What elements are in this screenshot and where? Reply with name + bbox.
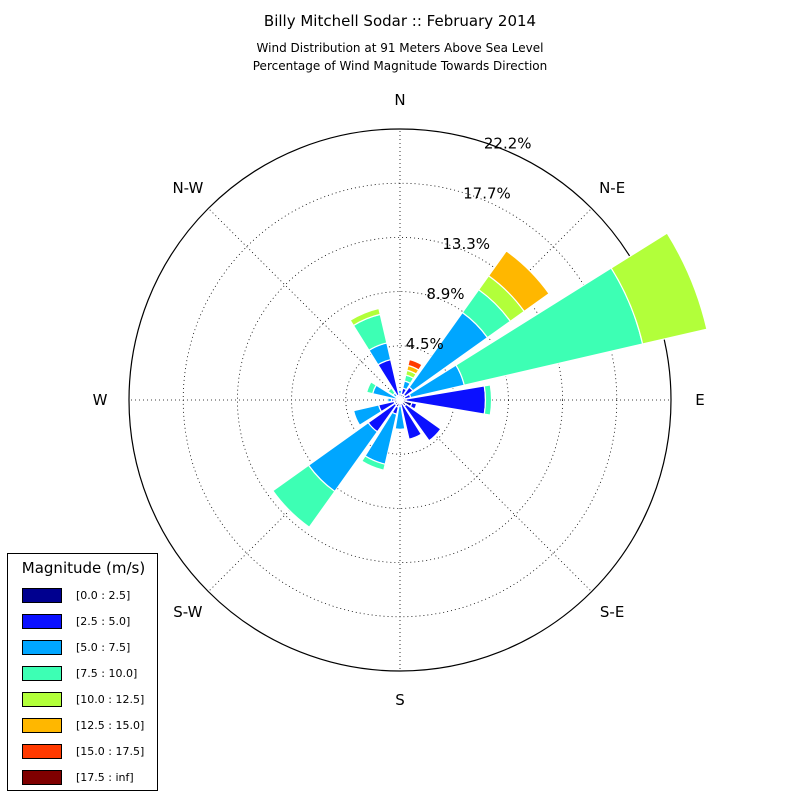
chart-subtitle-line-2: Percentage of Wind Magnitude Towards Dir… [252,59,548,73]
legend-label: [12.5 : 15.0] [76,719,145,732]
wind-bar-segment [394,405,406,430]
radial-tick-label: 13.3% [442,235,490,253]
legend-swatch [22,614,62,629]
wind-bar-segment [271,464,336,529]
direction-label: N [394,91,405,109]
grid-spoke [208,208,401,401]
wind-bar-segment [349,307,381,327]
legend-swatch [22,588,62,603]
legend-label: [5.0 : 7.5] [76,641,131,654]
legend-swatch [22,666,62,681]
wind-bar-segment [407,358,423,371]
radial-tick-label: 22.2% [484,135,532,153]
direction-label: W [93,391,108,409]
wind-bar-segment [365,381,378,395]
direction-label: N-E [599,179,625,197]
wind-bar-segment [352,404,383,427]
radial-tick-label: 8.9% [426,285,464,303]
legend: Magnitude (m/s) [0.0 : 2.5] [2.5 : 5.0] … [7,553,158,791]
direction-label: S-W [173,603,202,621]
legend-swatch [22,744,62,759]
chart-subtitle-line-1: Wind Distribution at 91 Meters Above Sea… [256,41,544,55]
legend-label: [10.0 : 12.5] [76,693,145,706]
direction-label: E [695,391,704,409]
axis-labels: N N-E E S-E S S-W W N-W 4.5% 8.9% 13.3% 17.7% 22.2% [93,91,705,709]
wind-bar-segment [361,455,386,471]
direction-label: N-W [172,179,203,197]
legend-swatch [22,770,62,785]
wind-bar-segment [403,403,442,442]
legend-swatch [22,692,62,707]
wind-bar-segment [483,384,493,416]
wind-bar-segment [487,250,550,313]
legend-label: [7.5 : 10.0] [76,667,138,680]
legend-label: [2.5 : 5.0] [76,615,131,628]
outer-circle [128,128,672,672]
legend-label: [17.5 : inf] [76,771,134,784]
chart-title: Billy Mitchell Sodar :: February 2014 [263,12,537,30]
wind-rose-bars [271,232,708,529]
wind-bar-segment [400,402,423,440]
legend-label: [15.0 : 17.5] [76,745,145,758]
grid-circle [291,291,509,509]
direction-label: S-E [600,603,624,621]
legend-swatch [22,718,62,733]
radial-tick-label: 4.5% [406,335,444,353]
legend-label: [0.0 : 2.5] [76,589,131,602]
grid-circle [182,182,618,618]
wind-bar-segment [387,397,393,403]
direction-label: S [395,691,405,709]
wind-bar-segment [409,402,418,410]
grid-circle [236,236,564,564]
radial-tick-label: 17.7% [463,185,511,203]
legend-swatch [22,640,62,655]
wind-bar-segment [610,232,708,345]
wind-bar-segment [387,387,396,396]
legend-title: Magnitude (m/s) [21,559,146,577]
